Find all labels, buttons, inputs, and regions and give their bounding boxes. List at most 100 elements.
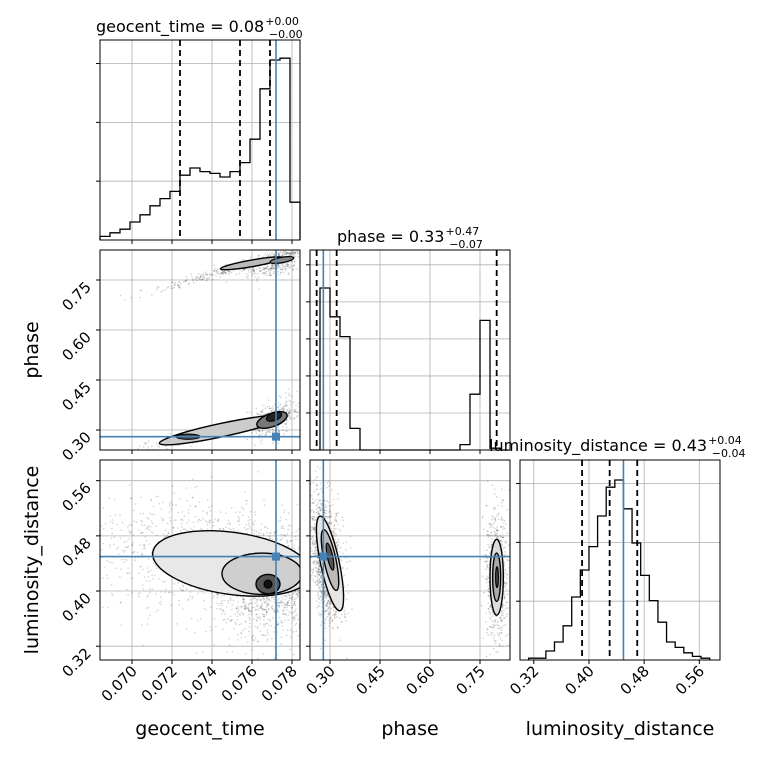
geocent-time-vs-phase-point bbox=[278, 408, 280, 411]
phase-vs-luminosity-distance-point bbox=[319, 624, 322, 626]
geocent-time-vs-luminosity-distance-point bbox=[249, 527, 252, 529]
phase-vs-luminosity-distance-point bbox=[327, 480, 330, 483]
geocent-time-vs-phase-point bbox=[295, 411, 297, 413]
geocent-time-vs-phase-point bbox=[293, 401, 295, 404]
geocent-time-vs-phase-point bbox=[277, 426, 279, 429]
geocent-time-vs-luminosity-distance-point bbox=[130, 530, 133, 533]
phase-vs-luminosity-distance-point bbox=[311, 502, 314, 504]
phase-vs-luminosity-distance-point bbox=[343, 609, 346, 612]
geocent-time-vs-phase-point bbox=[268, 269, 271, 271]
phase-vs-luminosity-distance-point bbox=[493, 506, 496, 509]
geocent-time-vs-phase-point bbox=[167, 286, 170, 288]
geocent-time-vs-luminosity-distance-point bbox=[251, 649, 253, 651]
geocent-time-vs-phase-point bbox=[297, 255, 300, 258]
geocent-time-vs-luminosity-distance-point bbox=[237, 608, 240, 611]
geocent-time-vs-luminosity-distance-point bbox=[148, 529, 151, 531]
geocent-time-vs-luminosity-distance-point bbox=[249, 610, 252, 612]
phase-vs-luminosity-distance-point bbox=[494, 618, 497, 621]
phase-vs-luminosity-distance-point bbox=[319, 590, 322, 592]
phase-vs-luminosity-distance-point bbox=[507, 593, 509, 596]
geocent-time-vs-luminosity-distance-point bbox=[292, 592, 295, 595]
phase-vs-luminosity-distance-point bbox=[319, 499, 322, 501]
geocent-time-vs-phase-point bbox=[288, 415, 290, 418]
geocent-time-vs-phase-point bbox=[174, 282, 177, 284]
geocent-time-vs-luminosity-distance-point bbox=[147, 594, 150, 596]
geocent-time-vs-luminosity-distance-point bbox=[134, 557, 136, 559]
geocent-time-vs-phase-point bbox=[259, 413, 262, 416]
phase-vs-luminosity-distance-point bbox=[489, 653, 492, 656]
geocent-time-vs-luminosity-distance-point bbox=[249, 598, 251, 601]
geocent-time-vs-phase-point bbox=[272, 267, 274, 270]
geocent-time-vs-luminosity-distance-point bbox=[216, 593, 218, 595]
geocent-time-vs-luminosity-distance-point bbox=[264, 608, 267, 611]
geocent-time-vs-phase-point bbox=[225, 281, 228, 283]
geocent-time-vs-luminosity-distance-point bbox=[246, 500, 249, 502]
geocent-time-vs-phase-point bbox=[249, 411, 251, 414]
geocent-time-vs-luminosity-distance-point bbox=[267, 527, 269, 530]
geocent-time-vs-phase-point bbox=[258, 254, 260, 257]
geocent-time-vs-phase-point bbox=[273, 266, 275, 269]
phase-vs-luminosity-distance-point bbox=[320, 599, 323, 602]
geocent-time-vs-luminosity-distance-point bbox=[266, 640, 269, 642]
geocent-time-vs-phase-point bbox=[261, 269, 264, 272]
geocent-time-vs-phase-point bbox=[289, 418, 292, 420]
geocent-time-vs-luminosity-distance-point bbox=[230, 598, 232, 600]
geocent-time-vs-luminosity-distance-point bbox=[266, 603, 269, 606]
geocent-time-vs-phase-point bbox=[144, 443, 147, 445]
phase-vs-luminosity-distance-point bbox=[494, 519, 496, 521]
geocent-time-vs-phase-point bbox=[253, 273, 255, 275]
phase-vs-luminosity-distance-point bbox=[335, 544, 338, 547]
geocent-time-vs-phase-point bbox=[266, 406, 269, 408]
geocent-time-vs-luminosity-distance-point bbox=[273, 631, 276, 633]
geocent-time-vs-phase-point bbox=[277, 263, 280, 266]
geocent-time-vs-phase-point bbox=[256, 280, 258, 283]
geocent-time-vs-luminosity-distance-point bbox=[231, 608, 233, 611]
geocent-time-vs-phase-point bbox=[235, 273, 238, 276]
geocent-time-vs-phase-point bbox=[293, 264, 296, 267]
phase-vs-luminosity-distance-point bbox=[316, 561, 319, 563]
geocent-time-vs-luminosity-distance-point bbox=[276, 605, 279, 607]
geocent-time-vs-phase-point bbox=[287, 253, 290, 255]
phase-vs-luminosity-distance-point bbox=[327, 593, 329, 596]
geocent-time-vs-luminosity-distance-point bbox=[247, 609, 250, 612]
geocent-time-vs-luminosity-distance-point bbox=[222, 609, 224, 612]
geocent-time-vs-phase-point bbox=[284, 268, 287, 270]
geocent-time-vs-luminosity-distance-point bbox=[265, 610, 268, 612]
geocent-time-vs-luminosity-distance-point bbox=[268, 598, 270, 601]
geocent-time-vs-luminosity-distance-point bbox=[244, 608, 246, 610]
geocent-time-vs-luminosity-distance-point bbox=[169, 516, 171, 519]
geocent-time-vs-phase-point bbox=[173, 283, 176, 285]
geocent-time-vs-luminosity-distance-point bbox=[269, 537, 271, 540]
geocent-time-vs-luminosity-distance-point bbox=[235, 607, 238, 610]
geocent-time-vs-luminosity-distance-point bbox=[280, 600, 282, 602]
geocent-time-vs-luminosity-distance-point bbox=[113, 498, 116, 501]
geocent-time-vs-luminosity-distance-point bbox=[218, 527, 221, 530]
geocent-time-vs-luminosity-distance-point bbox=[283, 511, 285, 514]
phase-vs-luminosity-distance-point bbox=[324, 587, 327, 589]
geocent-time-vs-phase-point bbox=[283, 408, 286, 410]
geocent-time-vs-phase-point bbox=[200, 273, 202, 276]
geocent-time-vs-luminosity-distance-point bbox=[188, 519, 190, 521]
geocent-time-vs-luminosity-distance-point bbox=[218, 604, 220, 606]
phase-vs-luminosity-distance-point bbox=[496, 529, 499, 531]
geocent-time-vs-luminosity-distance-point bbox=[237, 515, 240, 518]
phase-vs-luminosity-distance-point bbox=[503, 541, 506, 544]
geocent-time-vs-phase-point bbox=[209, 274, 211, 277]
phase-vs-luminosity-distance-point bbox=[500, 542, 502, 544]
phase-vs-luminosity-distance-point bbox=[316, 475, 319, 478]
geocent-time-vs-luminosity-distance-point bbox=[240, 623, 242, 625]
geocent-time-vs-luminosity-distance-point bbox=[298, 592, 300, 594]
geocent-time-vs-luminosity-distance-point bbox=[264, 623, 267, 625]
geocent-time-vs-phase-ytick-label-1: 0.45 bbox=[58, 378, 94, 414]
geocent-time-vs-phase-point bbox=[293, 409, 296, 411]
geocent-time-vs-phase-point bbox=[290, 253, 293, 255]
geocent-time-vs-luminosity-distance-point bbox=[120, 624, 123, 626]
geocent-time-vs-luminosity-distance-point bbox=[248, 613, 250, 616]
geocent-time-vs-phase-point bbox=[287, 412, 290, 414]
geocent-time-vs-luminosity-distance-point bbox=[128, 530, 130, 532]
geocent-time-vs-phase-point bbox=[286, 263, 289, 265]
geocent-time-vs-phase-point bbox=[279, 252, 282, 254]
phase-vs-luminosity-distance-point bbox=[337, 523, 339, 525]
geocent-time-vs-luminosity-distance-point bbox=[242, 597, 244, 599]
geocent-time-vs-luminosity-distance-point bbox=[158, 502, 161, 505]
